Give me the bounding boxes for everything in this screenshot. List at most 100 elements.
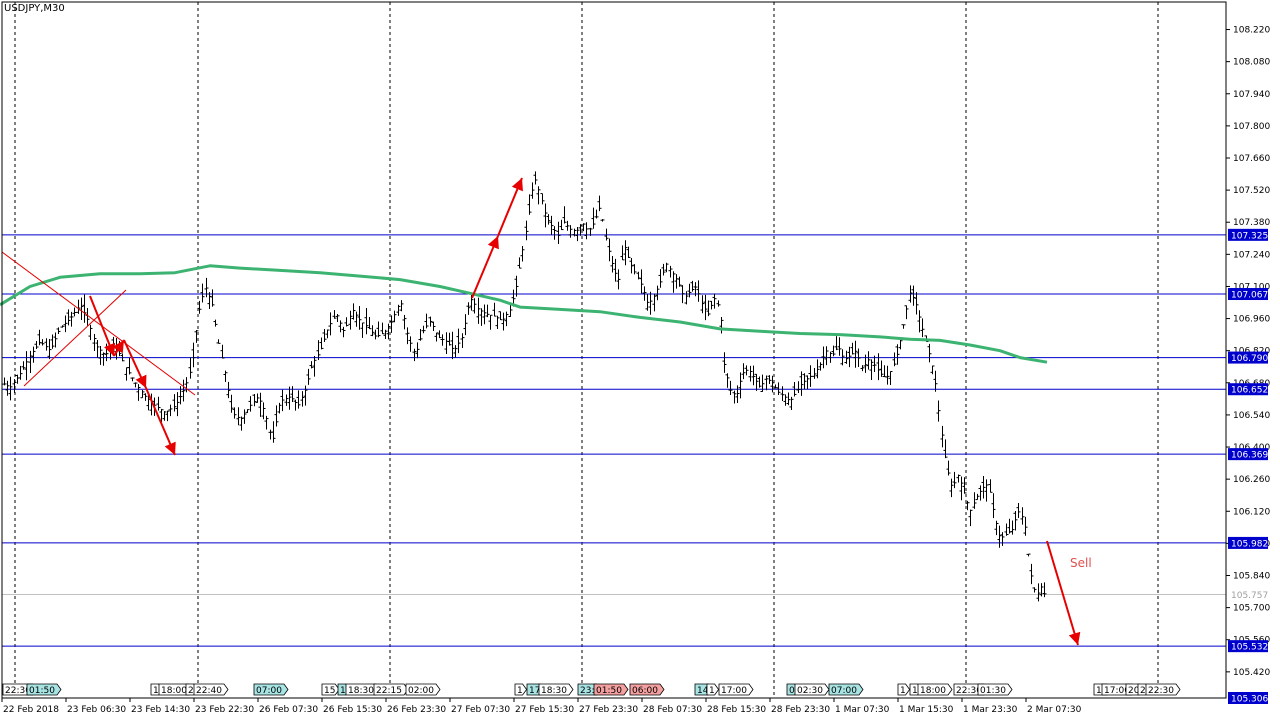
time-axis: 22 Feb 2018 23 Feb 06:30 23 Feb 14:30 23 Fe…	[1, 698, 1082, 715]
y-tick-label: 107.380	[1233, 218, 1270, 228]
price-axis: 108.220 108.080 107.940 107.800 107.660 107.5…	[1226, 26, 1270, 705]
session-marker	[706, 683, 720, 696]
session-marker	[593, 683, 629, 696]
session-marker-label: 14	[697, 686, 709, 696]
y-tick-label: 106.260	[1233, 475, 1270, 485]
trend-arrow	[112, 339, 125, 357]
session-marker-label: 01:30	[980, 686, 1006, 696]
x-tick-label: 1 Mar 07:30	[835, 705, 890, 715]
x-tick-label: 23 Feb 22:30	[195, 705, 254, 715]
session-marker-label: 18:30	[541, 686, 567, 696]
moving-average-line	[0, 264, 1048, 364]
wedge-line	[23, 289, 127, 387]
level-tag-bg	[1228, 351, 1268, 364]
session-marker	[718, 683, 754, 696]
session-marker-label: 06:00	[632, 686, 658, 696]
session-marker-label: 0	[789, 686, 795, 696]
bottom-level-tag: 105.306	[1231, 695, 1268, 705]
x-tick-label: 28 Feb 07:30	[643, 705, 702, 715]
x-tick-label: 1 Mar 23:30	[963, 705, 1018, 715]
y-tick-label: 107.660	[1233, 154, 1270, 164]
y-tick-label: 108.220	[1233, 26, 1270, 36]
x-tick-label: 1 Mar 15:30	[899, 705, 954, 715]
x-tick-label: 23 Feb 06:30	[67, 705, 126, 715]
y-tick-label: 107.520	[1233, 186, 1270, 196]
trend-arrows: Sell	[1, 177, 1092, 646]
session-marker-label: 02:00	[408, 686, 434, 696]
level-tag-bg	[1228, 536, 1268, 549]
session-marker	[1145, 683, 1181, 696]
y-tick-label: 105.420	[1233, 668, 1270, 678]
level-tag: 107.325	[1231, 231, 1268, 241]
y-tick-label: 106.540	[1233, 411, 1270, 421]
session-marker-label: 1	[153, 686, 159, 696]
moving-average	[0, 264, 1048, 364]
vertical-grid	[14, 2, 1159, 698]
session-marker	[977, 683, 1013, 696]
session-marker-label: 01:50	[596, 686, 622, 696]
level-tag: 107.067	[1231, 291, 1268, 301]
trend-arrow	[89, 295, 116, 357]
horizontal-levels	[2, 234, 1226, 699]
level-tag: 105.532	[1231, 643, 1268, 653]
current-price-tag-bg	[1228, 588, 1268, 601]
session-marker-label: 22:30	[956, 686, 982, 696]
session-marker-label: 1	[517, 686, 523, 696]
session-marker-label: 22:40	[196, 686, 222, 696]
level-tag: 106.369	[1231, 451, 1268, 461]
y-tick-label: 107.240	[1233, 250, 1270, 260]
session-marker-label: 17:00	[1104, 686, 1130, 696]
sell-annotation: Sell	[1070, 556, 1092, 570]
y-tick-label: 106.960	[1233, 315, 1270, 325]
session-marker-label: 1	[709, 686, 715, 696]
x-tick-label: 27 Feb 23:30	[579, 705, 638, 715]
y-tick-label: 107.800	[1233, 122, 1270, 132]
level-tag: 106.652	[1231, 386, 1268, 396]
trend-arrow	[1046, 540, 1081, 646]
y-tick-label: 106.400	[1233, 443, 1270, 453]
session-marker-label: 02:30	[797, 686, 823, 696]
level-tag-bg	[1228, 288, 1268, 301]
session-marker-label: 2	[188, 686, 194, 696]
x-tick-label: 2 Mar 07:30	[1027, 705, 1082, 715]
session-marker-label: 1	[912, 686, 918, 696]
session-marker	[514, 683, 528, 696]
x-tick-label: 27 Feb 15:30	[515, 705, 574, 715]
session-marker	[538, 683, 574, 696]
session-marker	[321, 683, 340, 696]
session-marker	[405, 683, 441, 696]
session-marker-label: 18:30	[348, 686, 374, 696]
level-tag-bg	[1228, 383, 1268, 396]
session-marker-label: 07:00	[256, 686, 282, 696]
y-tick-label: 107.940	[1233, 90, 1270, 100]
current-price-tag: 105.757	[1231, 591, 1268, 601]
trend-arrow	[123, 339, 147, 389]
ohlc-bars	[2, 171, 1047, 602]
x-tick-label: 28 Feb 15:30	[707, 705, 766, 715]
level-tag-bg	[1228, 448, 1268, 461]
x-tick-label: 26 Feb 23:30	[387, 705, 446, 715]
session-marker	[629, 683, 665, 696]
session-marker-label: 15	[324, 686, 335, 696]
x-tick-label: 23 Feb 14:30	[131, 705, 190, 715]
trend-arrow	[497, 177, 523, 237]
session-marker	[26, 683, 62, 696]
session-marker-label: 17	[529, 686, 540, 696]
session-marker-label: 2	[1140, 686, 1146, 696]
session-marker-label: 17:00	[721, 686, 747, 696]
session-marker-label: 18:00	[161, 686, 187, 696]
session-marker-label: 23:	[580, 686, 594, 696]
session-marker-label: 1	[340, 686, 346, 696]
trend-arrow	[145, 387, 176, 456]
session-marker-label: 22:30	[1148, 686, 1174, 696]
x-tick-label: 28 Feb 23:30	[771, 705, 830, 715]
session-marker-label: 1	[900, 686, 906, 696]
y-tick-label: 108.080	[1233, 58, 1270, 68]
x-tick-label: 27 Feb 07:30	[451, 705, 510, 715]
plot-frame	[1, 1, 1227, 699]
session-marker-label: 07:00	[831, 686, 857, 696]
x-tick-label: 26 Feb 15:30	[323, 705, 382, 715]
y-tick-label: 105.700	[1233, 604, 1270, 614]
